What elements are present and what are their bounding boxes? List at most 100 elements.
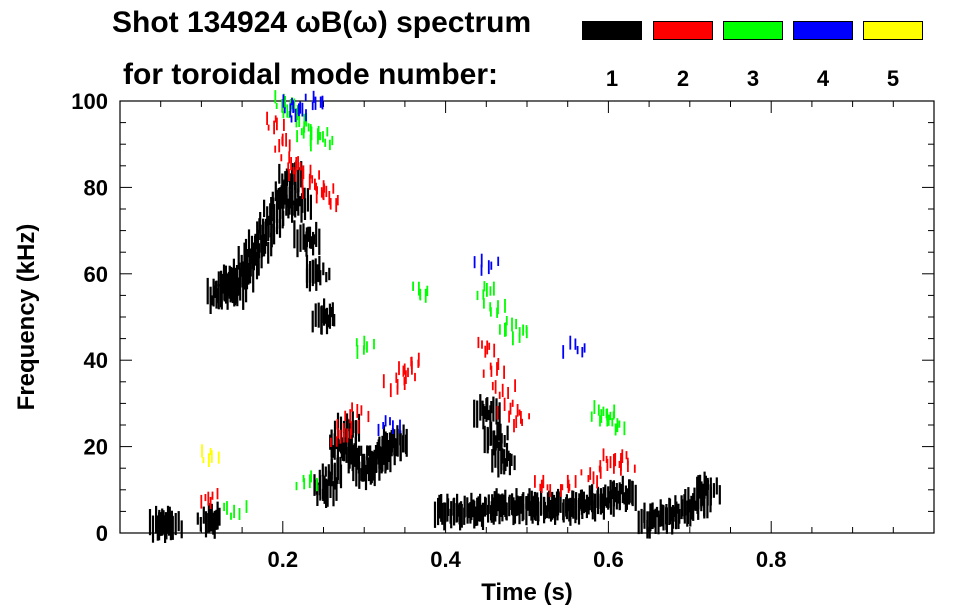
streak (151, 515, 155, 543)
streak (318, 170, 320, 180)
streak (490, 365, 493, 377)
streak (209, 448, 212, 456)
streak (324, 466, 327, 477)
streak (216, 488, 219, 500)
data-point (602, 448, 628, 469)
streak (244, 238, 248, 267)
series-n=4 (282, 90, 586, 436)
streak (325, 480, 328, 508)
streak (474, 506, 477, 526)
streak (328, 267, 331, 281)
data-point (263, 194, 288, 233)
streak (345, 413, 349, 436)
streak (376, 442, 379, 460)
data-point (274, 133, 291, 153)
streak (614, 487, 617, 503)
streak (259, 212, 262, 240)
streak (551, 491, 554, 520)
series-n=5 (201, 444, 220, 467)
streak (504, 298, 506, 313)
streak (480, 264, 483, 276)
streak (206, 277, 209, 305)
streak (487, 409, 490, 421)
streak (301, 178, 304, 190)
streak (534, 475, 536, 488)
streak (301, 102, 304, 117)
streak (281, 136, 284, 145)
streak (712, 483, 715, 498)
data-point (473, 253, 500, 276)
streak (316, 482, 319, 506)
streak (671, 506, 674, 535)
streak (308, 175, 311, 190)
series-n=1 (148, 161, 721, 543)
streak (257, 256, 260, 276)
streak (305, 231, 308, 257)
data-point (287, 187, 312, 223)
streak (484, 345, 487, 358)
streak (355, 460, 358, 487)
streak (360, 445, 363, 456)
streak (217, 451, 220, 464)
streak (223, 502, 225, 512)
streak (352, 420, 355, 433)
streak (657, 510, 660, 535)
streak (275, 103, 278, 109)
streak (543, 496, 546, 524)
streak (322, 131, 324, 143)
streak (468, 503, 471, 519)
streak (620, 484, 623, 495)
streak (405, 370, 407, 384)
streak (618, 420, 621, 428)
data-point (304, 90, 324, 111)
streak (605, 497, 608, 508)
streak (216, 288, 220, 304)
streak (339, 429, 342, 444)
streak (329, 198, 332, 209)
streak (548, 490, 551, 519)
streak (214, 281, 217, 294)
streak (522, 504, 525, 520)
streak (205, 513, 208, 533)
streak (662, 504, 665, 520)
streak (236, 278, 239, 307)
streak (678, 509, 681, 524)
data-point (322, 190, 339, 213)
streak (582, 491, 585, 514)
streak (607, 486, 610, 510)
streak (267, 124, 270, 131)
streak (703, 471, 706, 499)
streak (672, 506, 675, 517)
streak (585, 494, 588, 519)
streak (621, 475, 624, 504)
streak (357, 445, 360, 474)
streak (482, 289, 485, 300)
streak (329, 139, 331, 151)
streak (490, 401, 493, 414)
streak (322, 474, 325, 501)
data-point (491, 379, 516, 399)
y-tick-label: 40 (84, 348, 108, 373)
streak (367, 457, 370, 482)
streak (158, 509, 161, 537)
streak (298, 113, 301, 128)
streak (212, 278, 215, 307)
streak (493, 281, 495, 296)
streak (281, 173, 284, 192)
streak (330, 307, 333, 318)
streak (649, 503, 652, 532)
streak (281, 202, 284, 229)
data-point (477, 336, 496, 358)
streak (611, 418, 614, 427)
streak (292, 100, 295, 113)
streak (343, 428, 346, 438)
streak (587, 496, 590, 515)
streak (561, 484, 564, 491)
data-point (382, 374, 406, 398)
streak (511, 502, 514, 516)
streak (288, 173, 291, 193)
streak (156, 515, 159, 541)
streak (590, 490, 593, 506)
streak (602, 494, 605, 520)
streak (285, 203, 288, 216)
